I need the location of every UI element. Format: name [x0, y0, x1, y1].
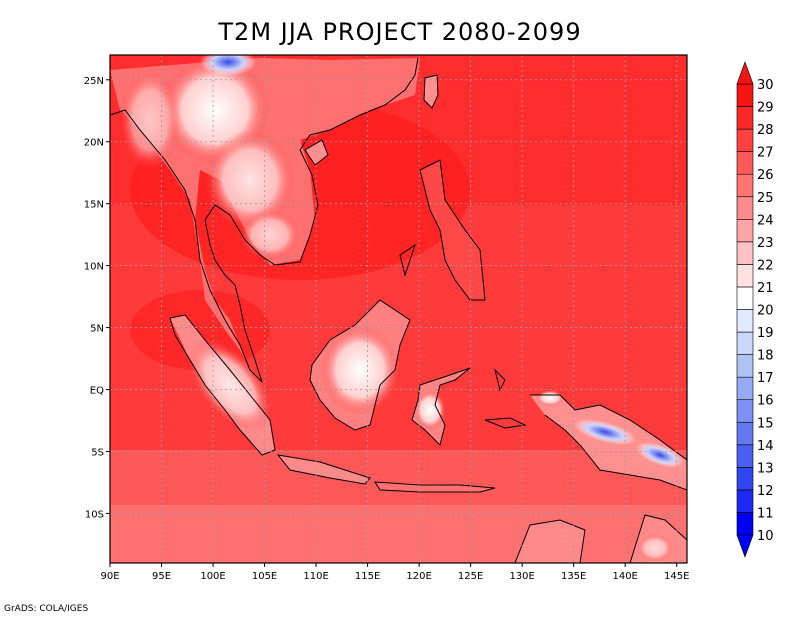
y-tick-label: 5N	[90, 324, 104, 335]
colorbar-swatch	[736, 331, 754, 355]
colorbar-label: 30	[757, 78, 774, 93]
colorbar-label: 15	[757, 416, 774, 431]
colorbar-max-arrow	[736, 61, 754, 85]
colorbar-label: 18	[757, 349, 774, 364]
coastlines	[110, 57, 687, 563]
x-tick-label: 135E	[561, 571, 586, 582]
colorbar-label: 29	[757, 101, 774, 116]
colorbar-swatch	[736, 264, 754, 288]
colorbar-label: 26	[757, 168, 774, 183]
colorbar-label: 24	[757, 213, 774, 228]
colorbar-swatch	[736, 128, 754, 152]
x-tick-label: 145E	[664, 571, 689, 582]
x-tick-label: 125E	[458, 571, 483, 582]
colorbar-label: 12	[757, 484, 774, 499]
x-tick-label: 120E	[406, 571, 431, 582]
map-title: T2M JJA PROJECT 2080-2099	[218, 18, 582, 46]
x-tick-label: 100E	[200, 571, 225, 582]
x-tick-label: 130E	[509, 571, 534, 582]
colorbar-swatch	[736, 286, 754, 310]
colorbar-swatch	[736, 376, 754, 400]
latitude-axis: 25N 20N 15N 10N 5N EQ 5S 10S	[84, 76, 110, 520]
colorbar-swatch	[736, 444, 754, 468]
colorbar-swatch	[736, 106, 754, 130]
colorbar-label: 11	[757, 506, 774, 521]
x-tick-label: 110E	[303, 571, 328, 582]
colorbar-label: 19	[757, 326, 774, 341]
colorbar-label: 14	[757, 439, 774, 454]
colorbar-label: 10	[757, 529, 774, 544]
colorbar-label: 28	[757, 123, 774, 138]
colorbar-swatch	[736, 421, 754, 446]
colorbar-label: 23	[757, 236, 774, 251]
y-tick-label: 15N	[84, 200, 104, 211]
longitude-axis: 90E 95E 100E 105E 110E 115E 120E 125E 130E 135E 14…	[100, 563, 689, 582]
temperature-field	[110, 55, 687, 563]
map-gridlines	[110, 55, 687, 563]
colorbar-label: 22	[757, 258, 774, 273]
x-tick-label: 105E	[252, 571, 277, 582]
colorbar-min-arrow	[736, 534, 754, 558]
colorbar-swatch	[736, 467, 754, 491]
y-tick-label: 20N	[84, 138, 104, 149]
colorbar-swatch	[736, 83, 754, 107]
colorbar-swatch	[736, 309, 754, 333]
colorbar-swatch	[736, 354, 754, 378]
colorbar-swatch	[736, 151, 754, 175]
colorbar-swatch	[736, 512, 754, 536]
x-tick-label: 90E	[100, 571, 119, 582]
x-tick-label: 140E	[612, 571, 637, 582]
y-tick-label: EQ	[90, 386, 104, 397]
colorbar-label: 20	[757, 304, 774, 319]
colorbar-label: 21	[757, 281, 774, 296]
map-frame	[109, 54, 688, 564]
y-tick-label: 5S	[91, 447, 104, 458]
x-tick-label: 115E	[355, 571, 380, 582]
colorbar-label: 17	[757, 371, 774, 386]
colorbar: 10 11 12 13 14 15 16 17 18 19 20 21 22 23 24 25 26 27 28 29…	[736, 61, 774, 558]
colorbar-swatch	[736, 219, 754, 243]
colorbar-swatch	[736, 241, 754, 265]
y-tick-label: 10S	[85, 509, 104, 520]
colorbar-label: 25	[757, 191, 774, 206]
y-tick-label: 10N	[84, 262, 104, 273]
colorbar-label: 16	[757, 394, 774, 409]
x-tick-label: 95E	[152, 571, 171, 582]
colorbar-swatch	[736, 399, 754, 423]
y-tick-label: 25N	[84, 76, 104, 87]
colorbar-label: 27	[757, 146, 774, 161]
credit-footer: GrADS: COLA/IGES	[4, 604, 89, 614]
colorbar-swatch	[736, 196, 754, 220]
colorbar-label: 13	[757, 461, 774, 476]
colorbar-swatch	[736, 489, 754, 513]
colorbar-swatch	[736, 173, 754, 198]
